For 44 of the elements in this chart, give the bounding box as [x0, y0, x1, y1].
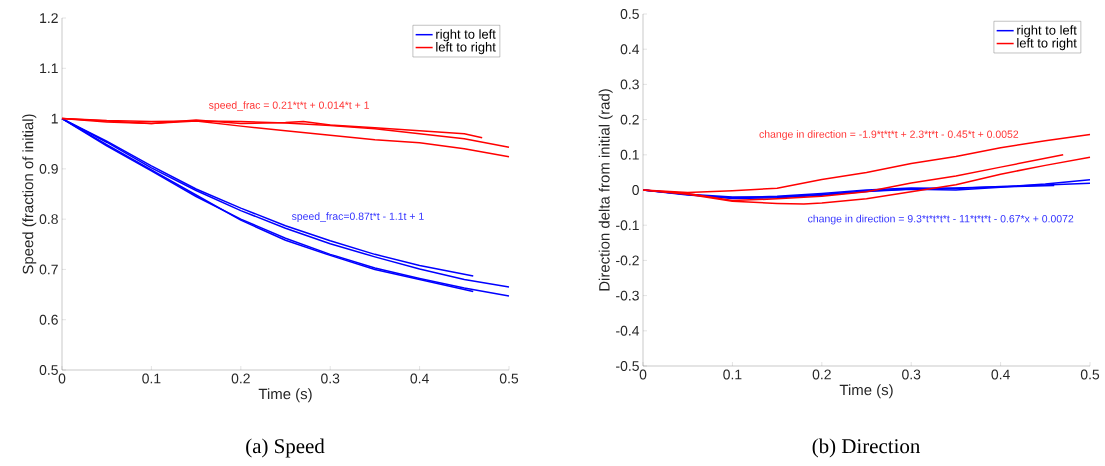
y-axis-title: Direction delta from initial (rad): [598, 89, 613, 291]
y-axis-title: Speed (fraction of initial): [22, 114, 37, 274]
x-tick-label: 0: [58, 373, 66, 384]
y-tick-label: -0.4: [616, 325, 640, 336]
x-tick-label: 0.3: [902, 369, 921, 380]
legend-label: left to right: [436, 42, 496, 55]
y-tick-label: 0: [632, 185, 639, 195]
y-tick-label: 0.2: [620, 114, 639, 125]
x-tick-label: 0.4: [991, 369, 1010, 380]
annotation: change in direction = 9.3*t*t*t*t - 11*t*t*t - 0.67*x + 0.0072: [808, 214, 1074, 225]
x-tick-label: 0.5: [499, 373, 519, 384]
y-tick-label: 0.6: [39, 314, 58, 325]
x-tick-label: 0.2: [231, 373, 250, 384]
y-tick-label: -0.2: [616, 255, 639, 266]
text: (a) Speed: [246, 438, 325, 458]
annotation: change in direction = -1.9*t*t*t + 2.3*t*t - 0.45*t + 0.0052: [759, 130, 1019, 140]
y-tick-label: 0.1: [620, 149, 639, 160]
x-tick-label: 0.1: [723, 369, 742, 380]
x-tick-label: 0.4: [410, 373, 429, 384]
y-tick-label: 1: [51, 113, 58, 124]
x-axis-title: Time (s): [258, 388, 312, 403]
y-tick-label: 0.5: [620, 9, 639, 19]
y-tick-label: 0.4: [620, 44, 640, 55]
y-tick-label: 0.8: [39, 214, 58, 225]
y-tick-label: 1.1: [40, 63, 58, 74]
x-tick-label: 0.1: [142, 373, 161, 384]
legend-label: right to left: [436, 29, 496, 42]
y-tick-label: -0.5: [616, 361, 639, 371]
y-tick-label: -0.1: [616, 220, 639, 231]
y-tick-label: 0.9: [39, 163, 58, 174]
x-axis-title: Time (s): [839, 384, 893, 399]
x-tick-label: 0.2: [812, 369, 831, 380]
annotation: speed_frac = 0.21*t*t + 0.014*t + 1: [208, 101, 369, 111]
x-tick-label: 0.5: [1080, 369, 1100, 380]
text: (b) Direction: [812, 438, 921, 458]
annotation: speed_frac=0.87t*t - 1.1t + 1: [291, 212, 424, 223]
x-tick-label: 0.3: [321, 373, 340, 384]
legend-label: left to right: [1017, 38, 1077, 51]
y-tick-label: 0.7: [39, 264, 58, 275]
legend-label: right to left: [1017, 25, 1077, 38]
y-tick-label: -0.3: [616, 290, 639, 301]
y-tick-label: 0.3: [620, 79, 639, 90]
y-tick-label: 1.2: [40, 13, 58, 23]
x-tick-label: 0: [639, 369, 647, 380]
